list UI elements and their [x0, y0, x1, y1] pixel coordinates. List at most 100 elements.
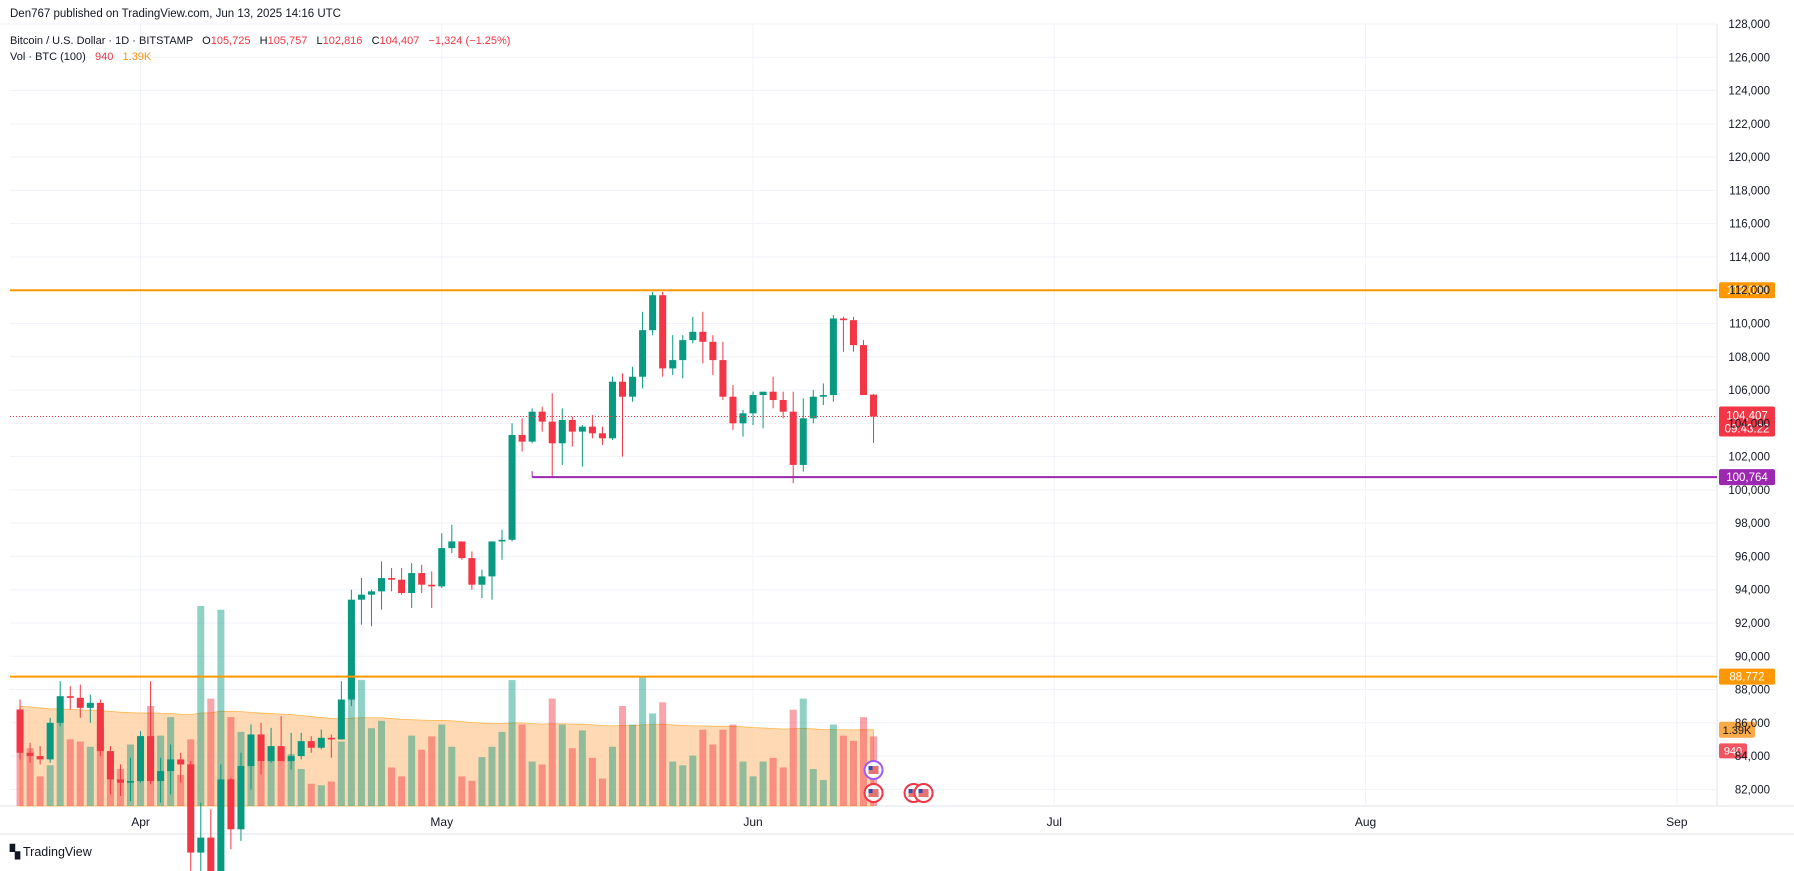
candle-body — [649, 295, 657, 331]
volume-bar — [317, 785, 325, 806]
tradingview-logo[interactable]: ▚ TradingView — [10, 844, 92, 860]
price-tick-label: 102,000 — [1728, 452, 1770, 464]
candle-body — [488, 541, 496, 577]
volume-bar — [217, 609, 225, 806]
volume-bar — [799, 698, 807, 806]
volume-bar — [378, 720, 386, 806]
candle-body — [558, 419, 566, 444]
volume-last-label: 940 — [1724, 745, 1742, 757]
volume-bar — [448, 746, 456, 806]
volume-bar — [297, 768, 305, 806]
candle-body — [829, 318, 837, 396]
candle-body — [538, 411, 546, 422]
candle-body — [357, 594, 365, 600]
candle-body — [769, 391, 777, 401]
symbol-name: Bitcoin / U.S. Dollar · 1D · BITSTAMP — [10, 35, 193, 47]
candle-body — [86, 702, 94, 708]
candle-body — [629, 376, 637, 397]
time-tick-label: Aug — [1355, 815, 1376, 829]
candle-body — [16, 709, 24, 753]
candle-body — [498, 539, 506, 542]
candle-body — [448, 541, 456, 549]
flag-stripe-icon — [918, 789, 929, 797]
volume-bar — [789, 709, 797, 806]
volume-bar — [839, 735, 847, 806]
candle-body — [66, 696, 74, 698]
volume-bar — [347, 672, 355, 806]
candle-body — [337, 699, 345, 740]
volume-last-tag — [1719, 743, 1747, 759]
volume-bar — [859, 717, 868, 806]
candle-body — [438, 548, 446, 587]
volume-bar — [16, 724, 24, 806]
volume-bar — [177, 774, 185, 806]
volume-bar — [629, 724, 637, 806]
volume-bar — [96, 728, 104, 806]
candle-body — [859, 345, 868, 396]
candle-body — [287, 756, 295, 762]
candle-body — [608, 381, 616, 439]
candle-body — [659, 295, 667, 369]
open-value: 105,725 — [210, 35, 251, 47]
price-tick-label: 122,000 — [1728, 119, 1770, 131]
volume-bar — [398, 776, 406, 806]
volume-bar — [388, 767, 396, 806]
level-price-tag — [1719, 282, 1775, 299]
candlestick-series — [16, 291, 878, 871]
volume-bar — [558, 724, 566, 806]
candle-body — [588, 426, 596, 434]
price-axis[interactable]: 82,000 84,000 86,000 88,000 90,000 92,000 94,0… — [1728, 19, 1770, 796]
event-markers[interactable] — [863, 760, 934, 803]
candle-body — [669, 360, 677, 369]
volume-bar — [197, 606, 205, 806]
volume-ma-tag — [1719, 721, 1755, 738]
volume-bar — [66, 739, 74, 806]
volume-bar — [719, 729, 727, 806]
symbol-legend[interactable]: Bitcoin / U.S. Dollar · 1D · BITSTAMP O1… — [10, 35, 510, 47]
candle-body — [508, 434, 516, 540]
candle-body — [327, 737, 335, 740]
flag-canton-icon — [918, 789, 923, 793]
volume-bar — [56, 717, 64, 806]
candle-body — [739, 413, 747, 424]
candle-body — [759, 391, 767, 396]
volume-bar — [538, 764, 546, 806]
candle-body — [729, 396, 737, 424]
close-value: 104,407 — [379, 35, 420, 47]
flag-stripe-icon — [868, 789, 879, 797]
candle-body — [147, 736, 155, 782]
volume-bar — [618, 706, 627, 806]
volume-bar — [819, 780, 827, 806]
volume-bar — [76, 741, 84, 806]
candle-body — [639, 330, 647, 377]
price-tick-label: 98,000 — [1735, 518, 1770, 530]
candle-body — [96, 702, 104, 752]
volume-bar — [769, 757, 777, 806]
candle-body — [26, 752, 34, 757]
volume-bar — [588, 757, 596, 806]
last-price-tag — [1719, 406, 1775, 437]
volume-bar — [408, 735, 416, 806]
candle-body — [709, 341, 717, 361]
price-tick-label: 108,000 — [1728, 352, 1770, 364]
grid-lines — [0, 23, 1794, 835]
price-tick-label: 118,000 — [1729, 185, 1770, 197]
volume-value: 940 — [94, 51, 114, 63]
time-tick-label: Sep — [1666, 815, 1688, 829]
price-tick-label: 86,000 — [1735, 718, 1770, 730]
volume-bar — [428, 736, 436, 806]
volume-bar — [227, 717, 235, 806]
volume-legend[interactable]: Vol · BTC (100) 940 1.39K — [10, 51, 151, 63]
volume-bar — [709, 744, 717, 806]
time-axis[interactable]: Apr May Jun Jul Aug Sep — [131, 815, 1688, 829]
price-tick-label: 126,000 — [1728, 52, 1770, 64]
volume-bar — [86, 746, 94, 806]
volume-bar — [598, 778, 606, 806]
candle-body — [197, 837, 205, 853]
change-value: −1,324 (−1.25%) — [428, 35, 511, 47]
open-label: O — [202, 35, 211, 47]
volume-bar — [659, 702, 667, 806]
candle-body — [347, 599, 355, 700]
